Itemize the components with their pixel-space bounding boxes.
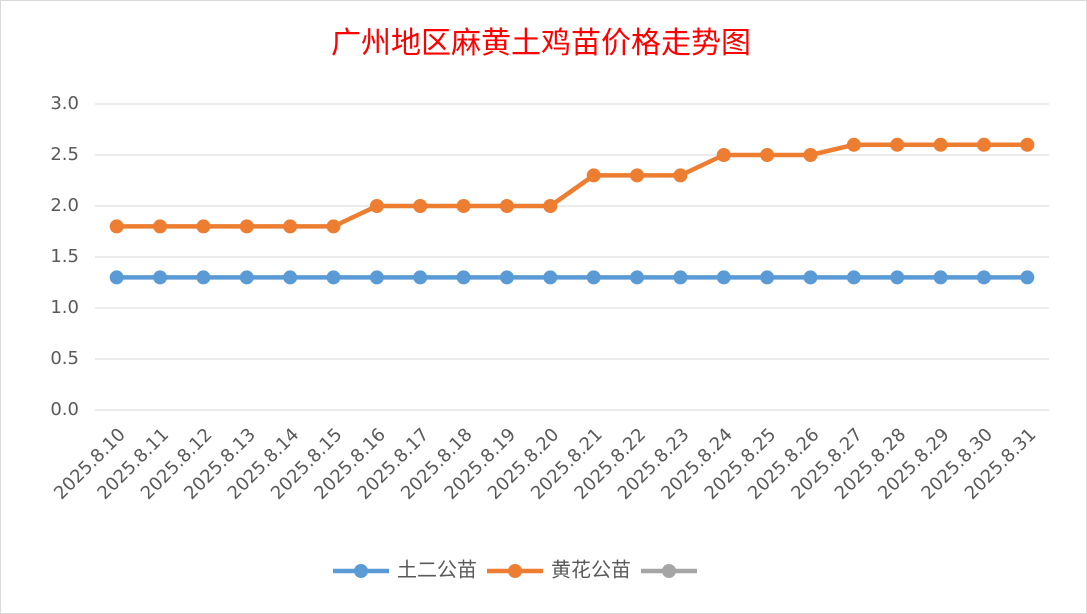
- legend-label: 黄花公苗: [551, 558, 631, 582]
- data-point: [326, 270, 341, 285]
- chart-title: 广州地区麻黄土鸡苗价格走势图: [331, 26, 751, 61]
- y-tick-label: 1.0: [50, 297, 79, 318]
- series-line: [116, 142, 1028, 229]
- data-point: [933, 270, 948, 285]
- data-point: [976, 137, 991, 152]
- data-point: [803, 270, 818, 285]
- data-point: [196, 219, 211, 234]
- y-tick-label: 0.5: [50, 348, 79, 369]
- data-point: [153, 219, 168, 234]
- data-point: [760, 270, 775, 285]
- data-point: [673, 270, 688, 285]
- legend-label: 土二公苗: [397, 558, 477, 582]
- data-point: [630, 168, 645, 183]
- data-point: [846, 270, 861, 285]
- legend-marker: [662, 564, 676, 578]
- data-point: [586, 168, 601, 183]
- y-tick-label: 2.0: [50, 195, 79, 216]
- data-point: [413, 199, 428, 213]
- data-point: [716, 148, 731, 162]
- data-point: [283, 219, 298, 234]
- data-point: [456, 270, 471, 285]
- y-tick-label: 0.0: [50, 399, 79, 420]
- data-point: [239, 219, 254, 234]
- data-point: [109, 219, 124, 234]
- data-point: [846, 137, 861, 152]
- data-point: [716, 270, 731, 285]
- data-point: [543, 199, 558, 213]
- data-point: [933, 137, 948, 152]
- data-point: [109, 270, 124, 285]
- data-point: [803, 148, 818, 162]
- data-point: [1020, 137, 1035, 152]
- data-point: [630, 270, 645, 285]
- data-point: [413, 270, 428, 285]
- data-point: [890, 270, 905, 285]
- data-point: [499, 270, 514, 285]
- legend-marker: [508, 564, 522, 578]
- data-point: [239, 270, 254, 285]
- data-point: [369, 199, 384, 213]
- data-point: [976, 270, 991, 285]
- data-point: [1020, 270, 1035, 285]
- data-point: [153, 270, 168, 285]
- data-point: [586, 270, 601, 285]
- data-point: [326, 219, 341, 234]
- y-tick-label: 1.5: [50, 246, 79, 267]
- legend-marker: [354, 564, 368, 578]
- data-point: [890, 137, 905, 152]
- data-point: [673, 168, 688, 183]
- data-point: [456, 199, 471, 213]
- data-point: [196, 270, 211, 285]
- data-point: [283, 270, 298, 285]
- data-point: [499, 199, 514, 213]
- data-point: [760, 148, 775, 162]
- data-point: [369, 270, 384, 285]
- y-tick-label: 3.0: [50, 93, 79, 114]
- y-tick-label: 2.5: [50, 144, 79, 165]
- data-point: [543, 270, 558, 285]
